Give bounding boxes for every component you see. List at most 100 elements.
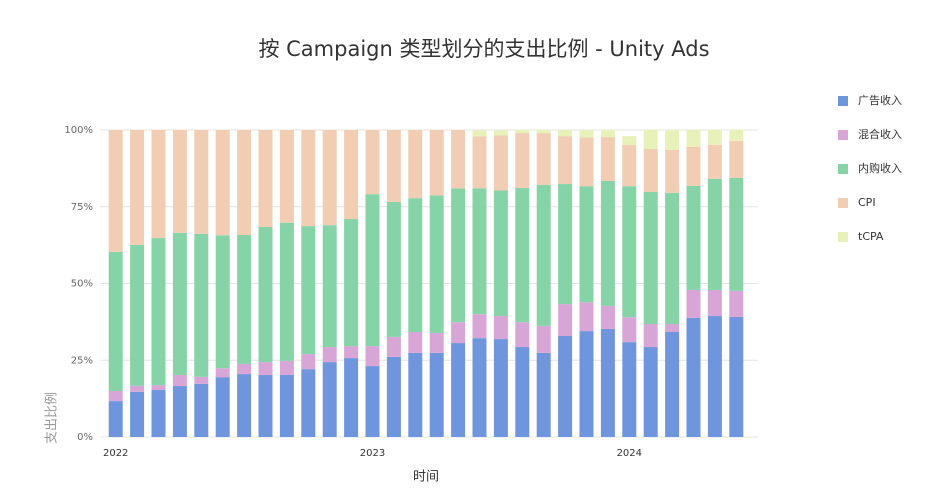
bar-segment: [301, 130, 316, 227]
legend-label: 混合收入: [858, 127, 902, 141]
bar-segment: [386, 130, 401, 202]
bar-segment: [472, 130, 487, 137]
bar-segment: [237, 374, 252, 437]
bar-segment: [386, 336, 401, 357]
bar-segment: [194, 130, 209, 234]
bar-segment: [130, 130, 145, 245]
bar-segment: [344, 358, 359, 437]
bar-segment: [707, 178, 722, 290]
bar-segment: [707, 129, 722, 145]
bar-segment: [707, 289, 722, 317]
bar-segment: [258, 227, 273, 363]
legend-swatch: [838, 232, 848, 242]
bar-segment: [622, 136, 637, 146]
bar-segment: [151, 385, 166, 391]
bar-segment: [472, 338, 487, 437]
bar-segment: [237, 234, 252, 364]
bar-segment: [258, 130, 273, 228]
bar-segment: [643, 324, 658, 348]
bar-segment: [365, 366, 380, 437]
bar-segment: [322, 362, 337, 437]
bar-segment: [151, 390, 166, 437]
bar-segment: [686, 130, 701, 147]
bar-segment: [172, 130, 187, 233]
bar-segment: [194, 233, 209, 377]
bar-segment: [558, 335, 573, 437]
bar-segment: [643, 192, 658, 325]
legend-label: CPI: [858, 196, 876, 209]
bar-segment: [622, 186, 637, 318]
bar-segment: [515, 188, 530, 323]
legend-swatch: [838, 164, 848, 174]
bar-segment: [429, 130, 444, 196]
bar-segment: [729, 140, 744, 178]
bar-segment: [451, 322, 466, 344]
bar-segment: [108, 390, 123, 402]
bar-segment: [643, 149, 658, 193]
bar-segment: [643, 130, 658, 150]
y-tick-label: 75%: [71, 202, 93, 213]
bar-segment: [472, 314, 487, 339]
bar-segment: [215, 368, 230, 378]
bar-segment: [686, 185, 701, 290]
bar-segment: [215, 130, 230, 236]
bar-segment: [279, 374, 294, 437]
bar-segment: [322, 225, 337, 348]
bar-segment: [579, 130, 594, 138]
bar-segment: [515, 322, 530, 348]
bar-segment: [472, 188, 487, 315]
bar-segment: [172, 374, 187, 387]
bar-segment: [279, 222, 294, 361]
bar-segment: [600, 305, 615, 329]
y-tick-label: 100%: [64, 125, 93, 136]
y-axis-label: 支出比例: [45, 392, 60, 444]
legend-swatch: [838, 130, 848, 140]
bar-segment: [600, 328, 615, 437]
bar-segment: [600, 130, 615, 138]
chart-title: 按 Campaign 类型划分的支出比例 - Unity Ads: [258, 37, 709, 61]
bar-segment: [408, 130, 423, 199]
bar-segment: [108, 401, 123, 437]
bar-segment: [579, 331, 594, 437]
bar-segment: [515, 133, 530, 189]
bar-segment: [215, 235, 230, 369]
legend-swatch: [838, 96, 848, 106]
bar-segment: [622, 342, 637, 437]
bar-segment: [322, 347, 337, 363]
bar-segment: [386, 356, 401, 437]
bar-segment: [237, 363, 252, 375]
bar-segment: [579, 302, 594, 332]
bar-segment: [686, 317, 701, 437]
bar-segment: [493, 135, 508, 191]
bar-segment: [215, 377, 230, 437]
bar-segment: [172, 232, 187, 375]
y-tick-label: 50%: [71, 279, 93, 290]
bar-segment: [600, 137, 615, 181]
bar-segment: [194, 383, 209, 437]
bar-segment: [451, 188, 466, 323]
bar-segment: [408, 352, 423, 437]
x-tick-label: 2023: [360, 448, 385, 459]
bar-segment: [558, 130, 573, 137]
bar-segment: [472, 136, 487, 189]
bar-segment: [665, 130, 680, 150]
bar-segment: [665, 149, 680, 193]
bar-segment: [301, 354, 316, 370]
bar-segment: [322, 130, 337, 226]
y-tick-label: 0%: [77, 432, 93, 443]
bar-segment: [279, 360, 294, 375]
bar-segment: [493, 316, 508, 340]
bar-segment: [386, 201, 401, 337]
bar-segment: [729, 316, 744, 437]
bar-segment: [643, 347, 658, 437]
legend-label: tCPA: [858, 230, 884, 243]
bar-segment: [579, 137, 594, 187]
y-tick-label: 25%: [71, 355, 93, 366]
bar-segment: [194, 376, 209, 384]
bar-segment: [408, 332, 423, 353]
bar-segment: [493, 190, 508, 317]
bar-segment: [665, 192, 680, 325]
bar-segment: [515, 130, 530, 134]
bar-segment: [151, 130, 166, 239]
bar-segment: [600, 180, 615, 306]
